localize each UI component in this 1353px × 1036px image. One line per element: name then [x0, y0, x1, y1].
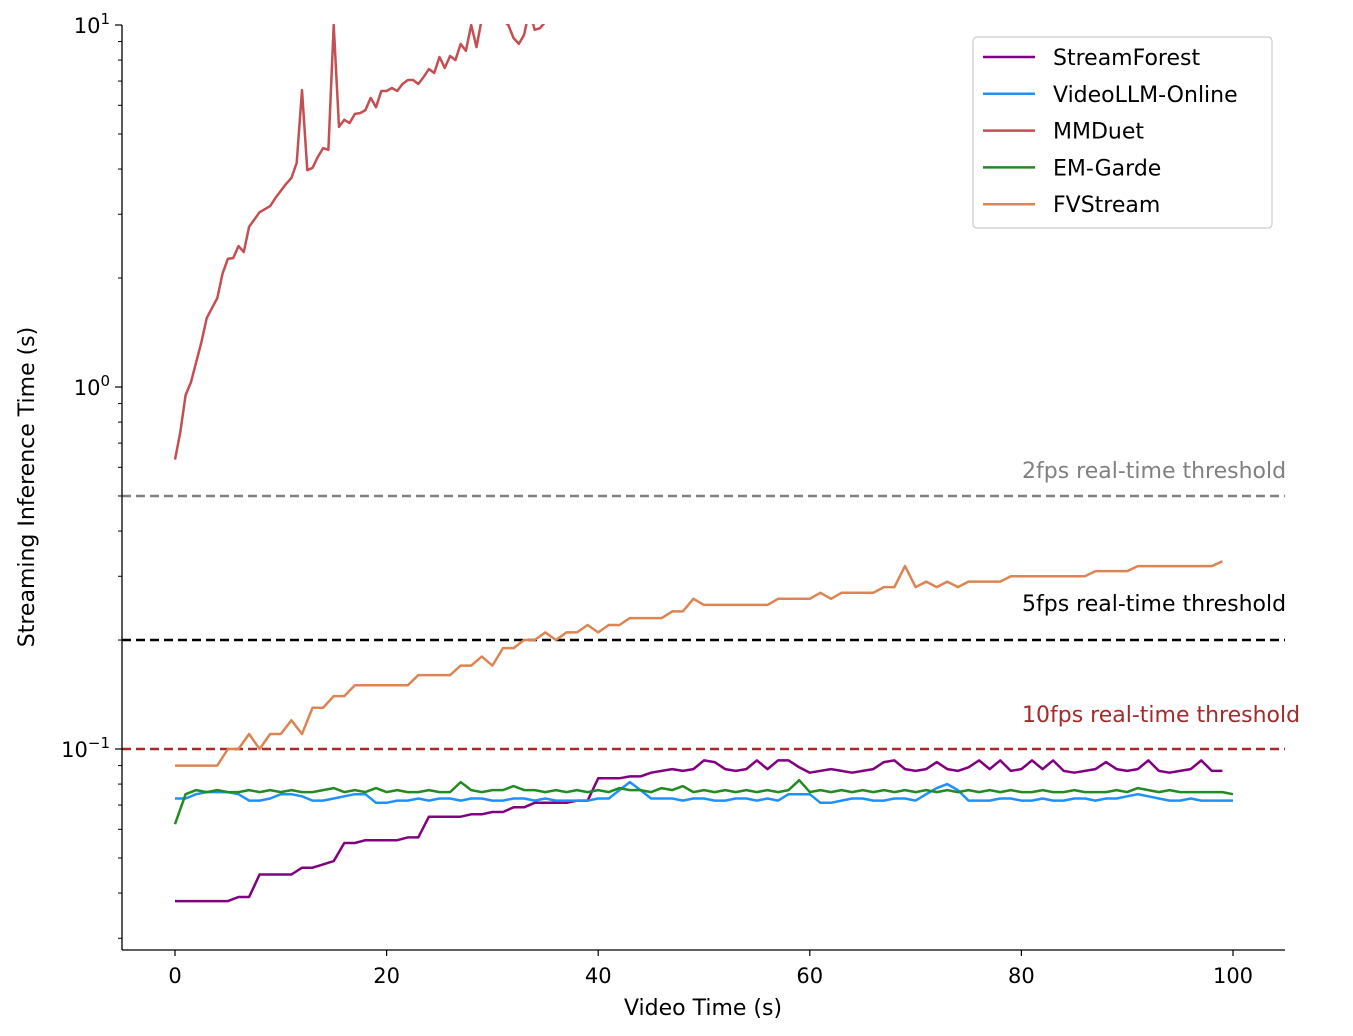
legend-label: MMDuet [1053, 120, 1144, 145]
threshold-lines: 2fps real-time threshold 5fps real-time t… [122, 459, 1300, 751]
series-lines [173, 24, 1234, 903]
x-tick-label: 20 [373, 964, 400, 988]
x-tick-label: 60 [796, 964, 823, 988]
legend-label: StreamForest [1053, 46, 1200, 71]
axes: 0 20 40 60 80 100 101 100 10−1 [61, 10, 1285, 988]
x-tick-label: 40 [585, 964, 612, 988]
y-tick-label: 10−1 [61, 734, 110, 762]
series-line-videollm-online [175, 780, 1233, 805]
x-tick-label: 100 [1213, 964, 1253, 988]
legend-box [972, 36, 1273, 229]
x-tick-label: 0 [168, 964, 181, 988]
legend-label: VideoLLM-Online [1053, 83, 1238, 108]
y-tick-label: 101 [74, 10, 110, 38]
legend: StreamForest VideoLLM-Online MMDuet EM-Gard… [972, 36, 1273, 229]
series-line-streamforest [175, 759, 1223, 903]
series-line-fvstream [175, 560, 1223, 767]
series-line-em-garde [173, 778, 1234, 825]
threshold-label: 5fps real-time threshold [1022, 592, 1286, 617]
legend-label: EM-Garde [1053, 156, 1161, 181]
x-tick-label: 80 [1008, 964, 1035, 988]
legend-label: FVStream [1053, 193, 1160, 218]
y-axis-label: Streaming Inference Time (s) [15, 327, 40, 647]
threshold-label: 10fps real-time threshold [1022, 703, 1300, 728]
threshold-label: 2fps real-time threshold [1022, 459, 1286, 484]
series-line-mmduet [173, 24, 546, 460]
y-tick-label: 100 [74, 372, 110, 400]
x-axis-label: Video Time (s) [624, 996, 782, 1021]
